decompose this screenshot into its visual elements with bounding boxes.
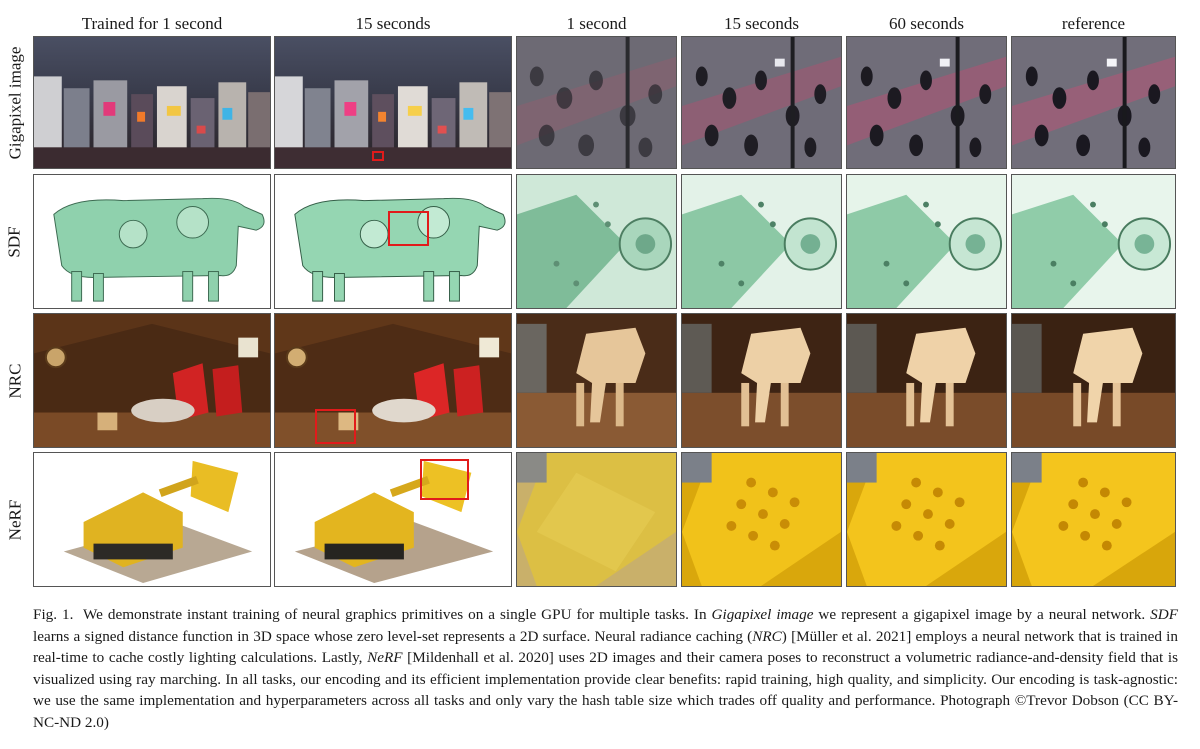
column-header-60s-crop: 60 seconds (888, 14, 965, 33)
gigapixel-15s-overview-image (274, 36, 512, 169)
caption-text-5: [Mildenhall et al. 2020] uses 2D images … (33, 649, 1179, 731)
row-label-nerf: NeRF (5, 499, 24, 540)
sdf-15s-overview-image (274, 174, 512, 309)
gigapixel-crop-15s-image (681, 36, 842, 169)
gigapixel-trained-1s-image (33, 36, 271, 169)
caption-text-4: ) [Müller et al. 2021] employs a neural … (33, 627, 1178, 667)
caption-term-nrc: NRC (752, 627, 782, 645)
nrc-15s-overview-image (274, 313, 512, 448)
row-label-sdf: SDF (5, 225, 24, 258)
figure-caption: Fig. 1. We demonstrate instant training … (33, 604, 1178, 734)
column-header-1s-crop: 1 second (566, 14, 627, 33)
caption-text-2: we represent a gigapixel image by a neur… (818, 606, 1146, 623)
nerf-crop-1s-image (516, 452, 677, 587)
nrc-crop-60s-image (846, 313, 1007, 448)
row-label-nrc: NRC (5, 363, 24, 398)
sdf-trained-1s-image (33, 174, 271, 309)
nerf-crop-15s-image (681, 452, 842, 587)
column-header-trained-1s: Trained for 1 second (81, 14, 223, 33)
sdf-reference-image (1011, 174, 1176, 309)
nrc-crop-1s-image (516, 313, 677, 448)
gigapixel-crop-60s-image (846, 36, 1007, 169)
column-header-reference: reference (1061, 14, 1126, 33)
nerf-crop-60s-image (846, 452, 1007, 587)
column-header-15s-overview: 15 seconds (355, 14, 431, 33)
nrc-zoom-marker (315, 409, 356, 444)
nrc-reference-image (1011, 313, 1176, 448)
nrc-crop-15s-image (681, 313, 842, 448)
sdf-crop-1s-image (516, 174, 677, 309)
nerf-15s-overview-image (274, 452, 512, 587)
caption-term-nerf: NeRF (367, 649, 403, 667)
gigapixel-reference-image (1011, 36, 1176, 169)
sdf-crop-60s-image (846, 174, 1007, 309)
sdf-crop-15s-image (681, 174, 842, 309)
nerf-zoom-marker (420, 459, 469, 500)
sdf-zoom-marker (388, 211, 429, 246)
nerf-trained-1s-image (33, 452, 271, 587)
caption-term-gigapixel: Gigapixel image (711, 606, 814, 623)
nerf-reference-image (1011, 452, 1176, 587)
caption-text-3: learns a signed distance function in 3D … (33, 627, 753, 645)
column-header-15s-crop: 15 seconds (723, 14, 800, 33)
caption-text-1: We demonstrate instant training of neura… (83, 606, 707, 623)
figure-label: Fig. 1. (33, 606, 74, 623)
caption-term-sdf: SDF (1150, 606, 1179, 623)
gigapixel-crop-1s-image (516, 36, 677, 169)
gigapixel-zoom-marker (372, 151, 384, 161)
row-label-gigapixel: Gigapixel image (5, 46, 25, 159)
nrc-trained-1s-image (33, 313, 271, 448)
